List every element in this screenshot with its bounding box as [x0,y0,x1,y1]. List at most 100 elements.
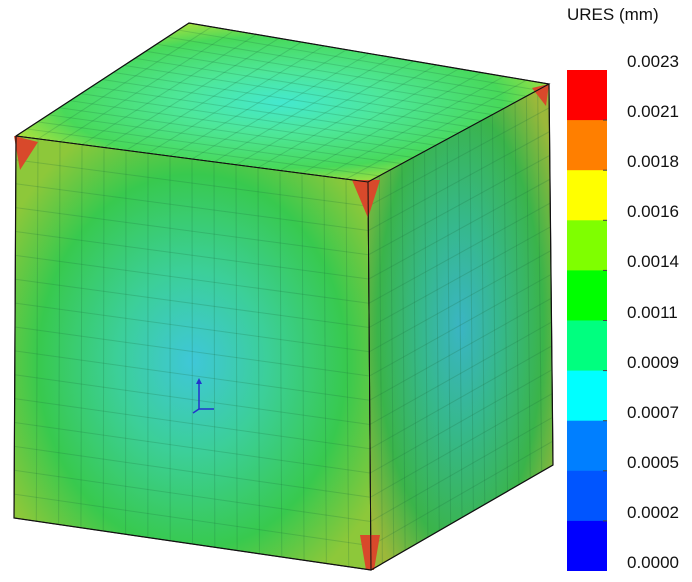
mesh-line [301,173,305,561]
mesh-line [370,416,553,522]
mesh-line [80,144,83,528]
mesh-line [279,68,460,171]
cube-edge-top [15,83,550,183]
top-face-mesh [26,26,538,180]
mesh-line [235,164,238,551]
mesh-line [59,30,235,143]
legend-value-label: 0.0018 [627,152,679,172]
mesh-line [14,398,371,450]
mesh-line [81,34,257,146]
mesh-line [91,86,448,140]
mesh-line [368,202,551,304]
mesh-line [503,108,508,492]
mesh-line [102,79,459,134]
front-face-mesh [14,138,371,567]
mesh-line [537,90,543,472]
mesh-line [156,43,516,103]
legend-color-band [567,120,607,171]
mesh-line [370,393,553,498]
mesh-line [80,93,436,146]
mesh-line [525,96,531,479]
mesh-line [14,445,371,498]
mesh-line [213,161,216,548]
legend-value-label: 0.0007 [627,402,679,422]
legend-color-band [567,170,607,221]
mesh-line [124,64,482,122]
mesh-line [323,176,327,564]
mesh-line [514,102,520,485]
legend-value-label: 0.0005 [627,452,679,472]
legend-color-band [567,70,607,121]
legend-value-label: 0.0023 [627,52,679,71]
mesh-line [169,49,347,157]
mesh-line [102,147,105,532]
mesh-line [213,56,392,163]
legend-color-band [567,270,607,321]
mesh-line [35,138,39,522]
legend-color-band [567,520,607,571]
hot-corner-top-front [352,180,380,218]
mesh-line [368,154,550,256]
right-face-mesh [368,90,553,564]
mesh-line [368,131,550,231]
mesh-line [103,37,280,148]
mesh-line [58,141,61,525]
mesh-line [257,64,437,169]
mesh-line [345,179,350,567]
mesh-line [26,128,380,177]
hot-corner-right-top [532,84,549,106]
mesh-line [257,167,260,554]
mesh-line [125,41,302,151]
legend-color-band [567,370,607,422]
legend-color-band [567,220,607,271]
mesh-line [368,226,551,328]
mesh-line [480,120,486,505]
mesh-line [167,36,527,97]
legend-color-band [567,420,607,472]
mesh-line [368,178,551,280]
mesh-line [401,163,406,551]
mesh-line [14,350,370,401]
mesh-line [369,274,552,377]
mesh-line [458,132,463,518]
mesh-line [178,29,538,91]
mesh-line [369,321,552,425]
mesh-line [191,158,193,545]
mesh-line [37,26,212,140]
mesh-line [370,369,553,474]
mesh-line [368,107,550,207]
legend-value-label: 0.0011 [627,302,678,322]
mesh-line [435,145,440,531]
mesh-line [469,126,474,511]
legend-value-label: 0.0021 [627,102,679,122]
mesh-line [370,440,553,547]
coordinate-triad-icon [192,378,214,414]
mesh-line [235,60,415,166]
mesh-line [15,278,370,328]
mesh-line [369,250,551,353]
mesh-line [14,326,370,377]
mesh-line [59,107,414,158]
legend-value-label: 0.0000 [627,553,679,572]
cube-edge-outline [13,22,554,571]
mesh-line [37,121,391,171]
mesh-line [113,71,470,128]
mesh-line [15,207,369,256]
legend-value-label: 0.0009 [627,352,679,372]
mesh-line [15,183,369,231]
legend-value-label: 0.0014 [627,252,679,272]
mesh-line [378,175,383,564]
mesh-line [369,345,552,450]
legend-color-bar [567,70,607,571]
mesh-line [412,157,417,544]
legend-title: URES (mm) [567,5,659,24]
legend-value-label: 0.0016 [627,202,679,222]
legend-color-band [567,320,607,372]
mesh-line [15,159,369,207]
cube-edge-vertical [367,181,372,571]
mesh-line [14,422,371,474]
mesh-line [15,231,369,280]
mesh-line [145,50,504,109]
mesh-line [147,45,325,154]
